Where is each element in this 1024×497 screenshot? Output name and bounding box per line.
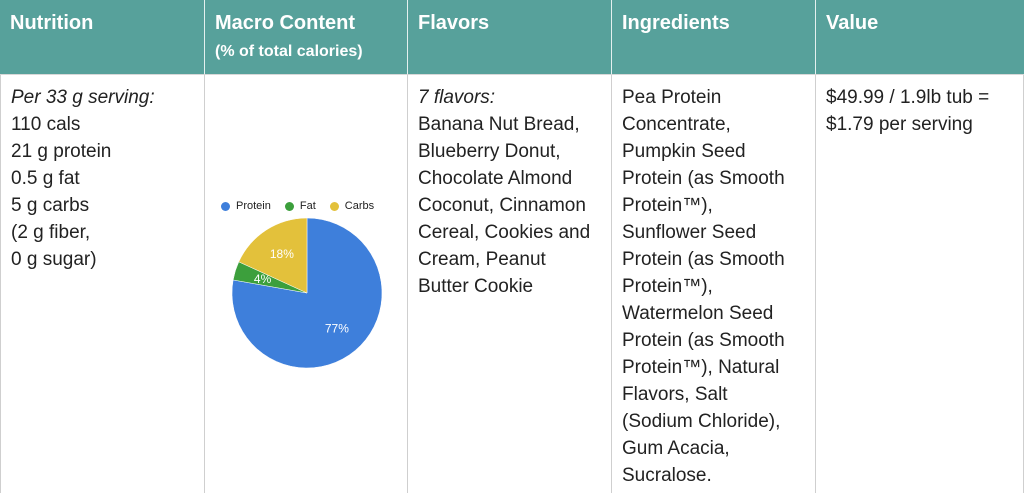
ingredient-line: Protein (as Smooth (622, 249, 785, 270)
ingredient-line: Gum Acacia, (622, 438, 730, 459)
macro-pie-chart: 77% 4% 18% (231, 217, 383, 369)
macro-chart-cell: Protein Fat Carbs 77% 4% 18% (205, 75, 408, 493)
legend-swatch-carbs (329, 201, 339, 211)
legend-swatch-protein (221, 201, 230, 211)
slice-label-protein: 77% (325, 322, 349, 336)
ingredient-line: Watermelon Seed (622, 303, 774, 324)
legend-item-protein: Protein (221, 199, 271, 213)
value-cell: $49.99 / 1.9lb tub = $1.79 per serving (816, 75, 1024, 493)
ingredient-line: Protein™), Natural (622, 357, 780, 378)
slice-label-carbs: 18% (270, 247, 294, 261)
header-nutrition-label: Nutrition (10, 12, 94, 34)
nutrition-line: (2 g fiber, (11, 222, 91, 243)
table-header-row: Nutrition Macro Content (% of total calo… (0, 0, 1024, 75)
header-ingredients-label: Ingredients (622, 12, 730, 34)
slice-carbs (238, 217, 308, 294)
ingredient-line: Pumpkin Seed (622, 141, 746, 162)
legend-item-carbs: Carbs (329, 199, 375, 213)
flavor-line: Butter Cookie (418, 276, 534, 297)
header-flavors-label: Flavors (418, 12, 490, 34)
flavor-line: Cereal, Cookies and (418, 222, 591, 243)
serving-size: Per 33 g serving: (11, 87, 155, 108)
legend-item-fat: Fat (284, 199, 316, 213)
nutrition-line: 110 cals (11, 114, 81, 135)
flavor-line: Cream, Peanut (418, 249, 546, 270)
chart-legend: Protein Fat Carbs (221, 199, 374, 213)
legend-swatch-fat (284, 201, 294, 211)
ingredient-line: Protein™), (622, 195, 713, 216)
nutrition-line: 5 g carbs (11, 195, 90, 216)
ingredient-line: Concentrate, (622, 114, 731, 135)
price-line: $49.99 / 1.9lb tub = (826, 87, 990, 108)
flavor-line: Coconut, Cinnamon (418, 195, 586, 216)
slice-label-fat: 4% (254, 272, 272, 286)
legend-label-fat: Fat (299, 200, 316, 212)
header-nutrition: Nutrition (0, 0, 205, 74)
header-ingredients: Ingredients (612, 0, 816, 74)
nutrition-line: 21 g protein (11, 141, 112, 162)
header-macro-title: Macro Content (215, 12, 355, 34)
ingredient-line: (Sodium Chloride), (622, 411, 781, 432)
header-macro-content: Macro Content (% of total calories) (205, 0, 408, 74)
legend-label-protein: Protein (236, 200, 271, 212)
table-bottom-edge (0, 493, 1024, 497)
flavor-line: Banana Nut Bread, (418, 114, 580, 135)
legend-label-carbs: Carbs (344, 200, 375, 212)
ingredient-line: Protein™), (622, 276, 713, 297)
ingredient-line: Pea Protein (622, 87, 722, 108)
table-row: Per 33 g serving: 110 cals 21 g protein … (0, 75, 1024, 494)
header-value-label: Value (826, 12, 879, 34)
ingredients-cell: Pea Protein Concentrate, Pumpkin Seed Pr… (612, 75, 816, 493)
price-per-serving: $1.79 per serving (826, 114, 973, 135)
slice-protein (231, 217, 383, 369)
flavor-line: Blueberry Donut, (418, 141, 561, 162)
nutrition-line: 0 g sugar) (11, 249, 97, 270)
header-value: Value (816, 0, 1024, 74)
flavor-line: Chocolate Almond (418, 168, 573, 189)
nutrition-cell: Per 33 g serving: 110 cals 21 g protein … (0, 75, 205, 493)
flavors-cell: 7 flavors: Banana Nut Bread, Blueberry D… (408, 75, 612, 493)
ingredient-line: Sucralose. (622, 465, 712, 486)
ingredient-line: Flavors, Salt (622, 384, 728, 405)
ingredient-line: Sunflower Seed (622, 222, 757, 243)
nutrition-line: 0.5 g fat (11, 168, 80, 189)
header-macro-subtitle: (% of total calories) (215, 43, 363, 60)
header-flavors: Flavors (408, 0, 612, 74)
ingredient-line: Protein (as Smooth (622, 168, 785, 189)
ingredient-line: Protein (as Smooth (622, 330, 785, 351)
flavors-count: 7 flavors: (418, 87, 496, 108)
